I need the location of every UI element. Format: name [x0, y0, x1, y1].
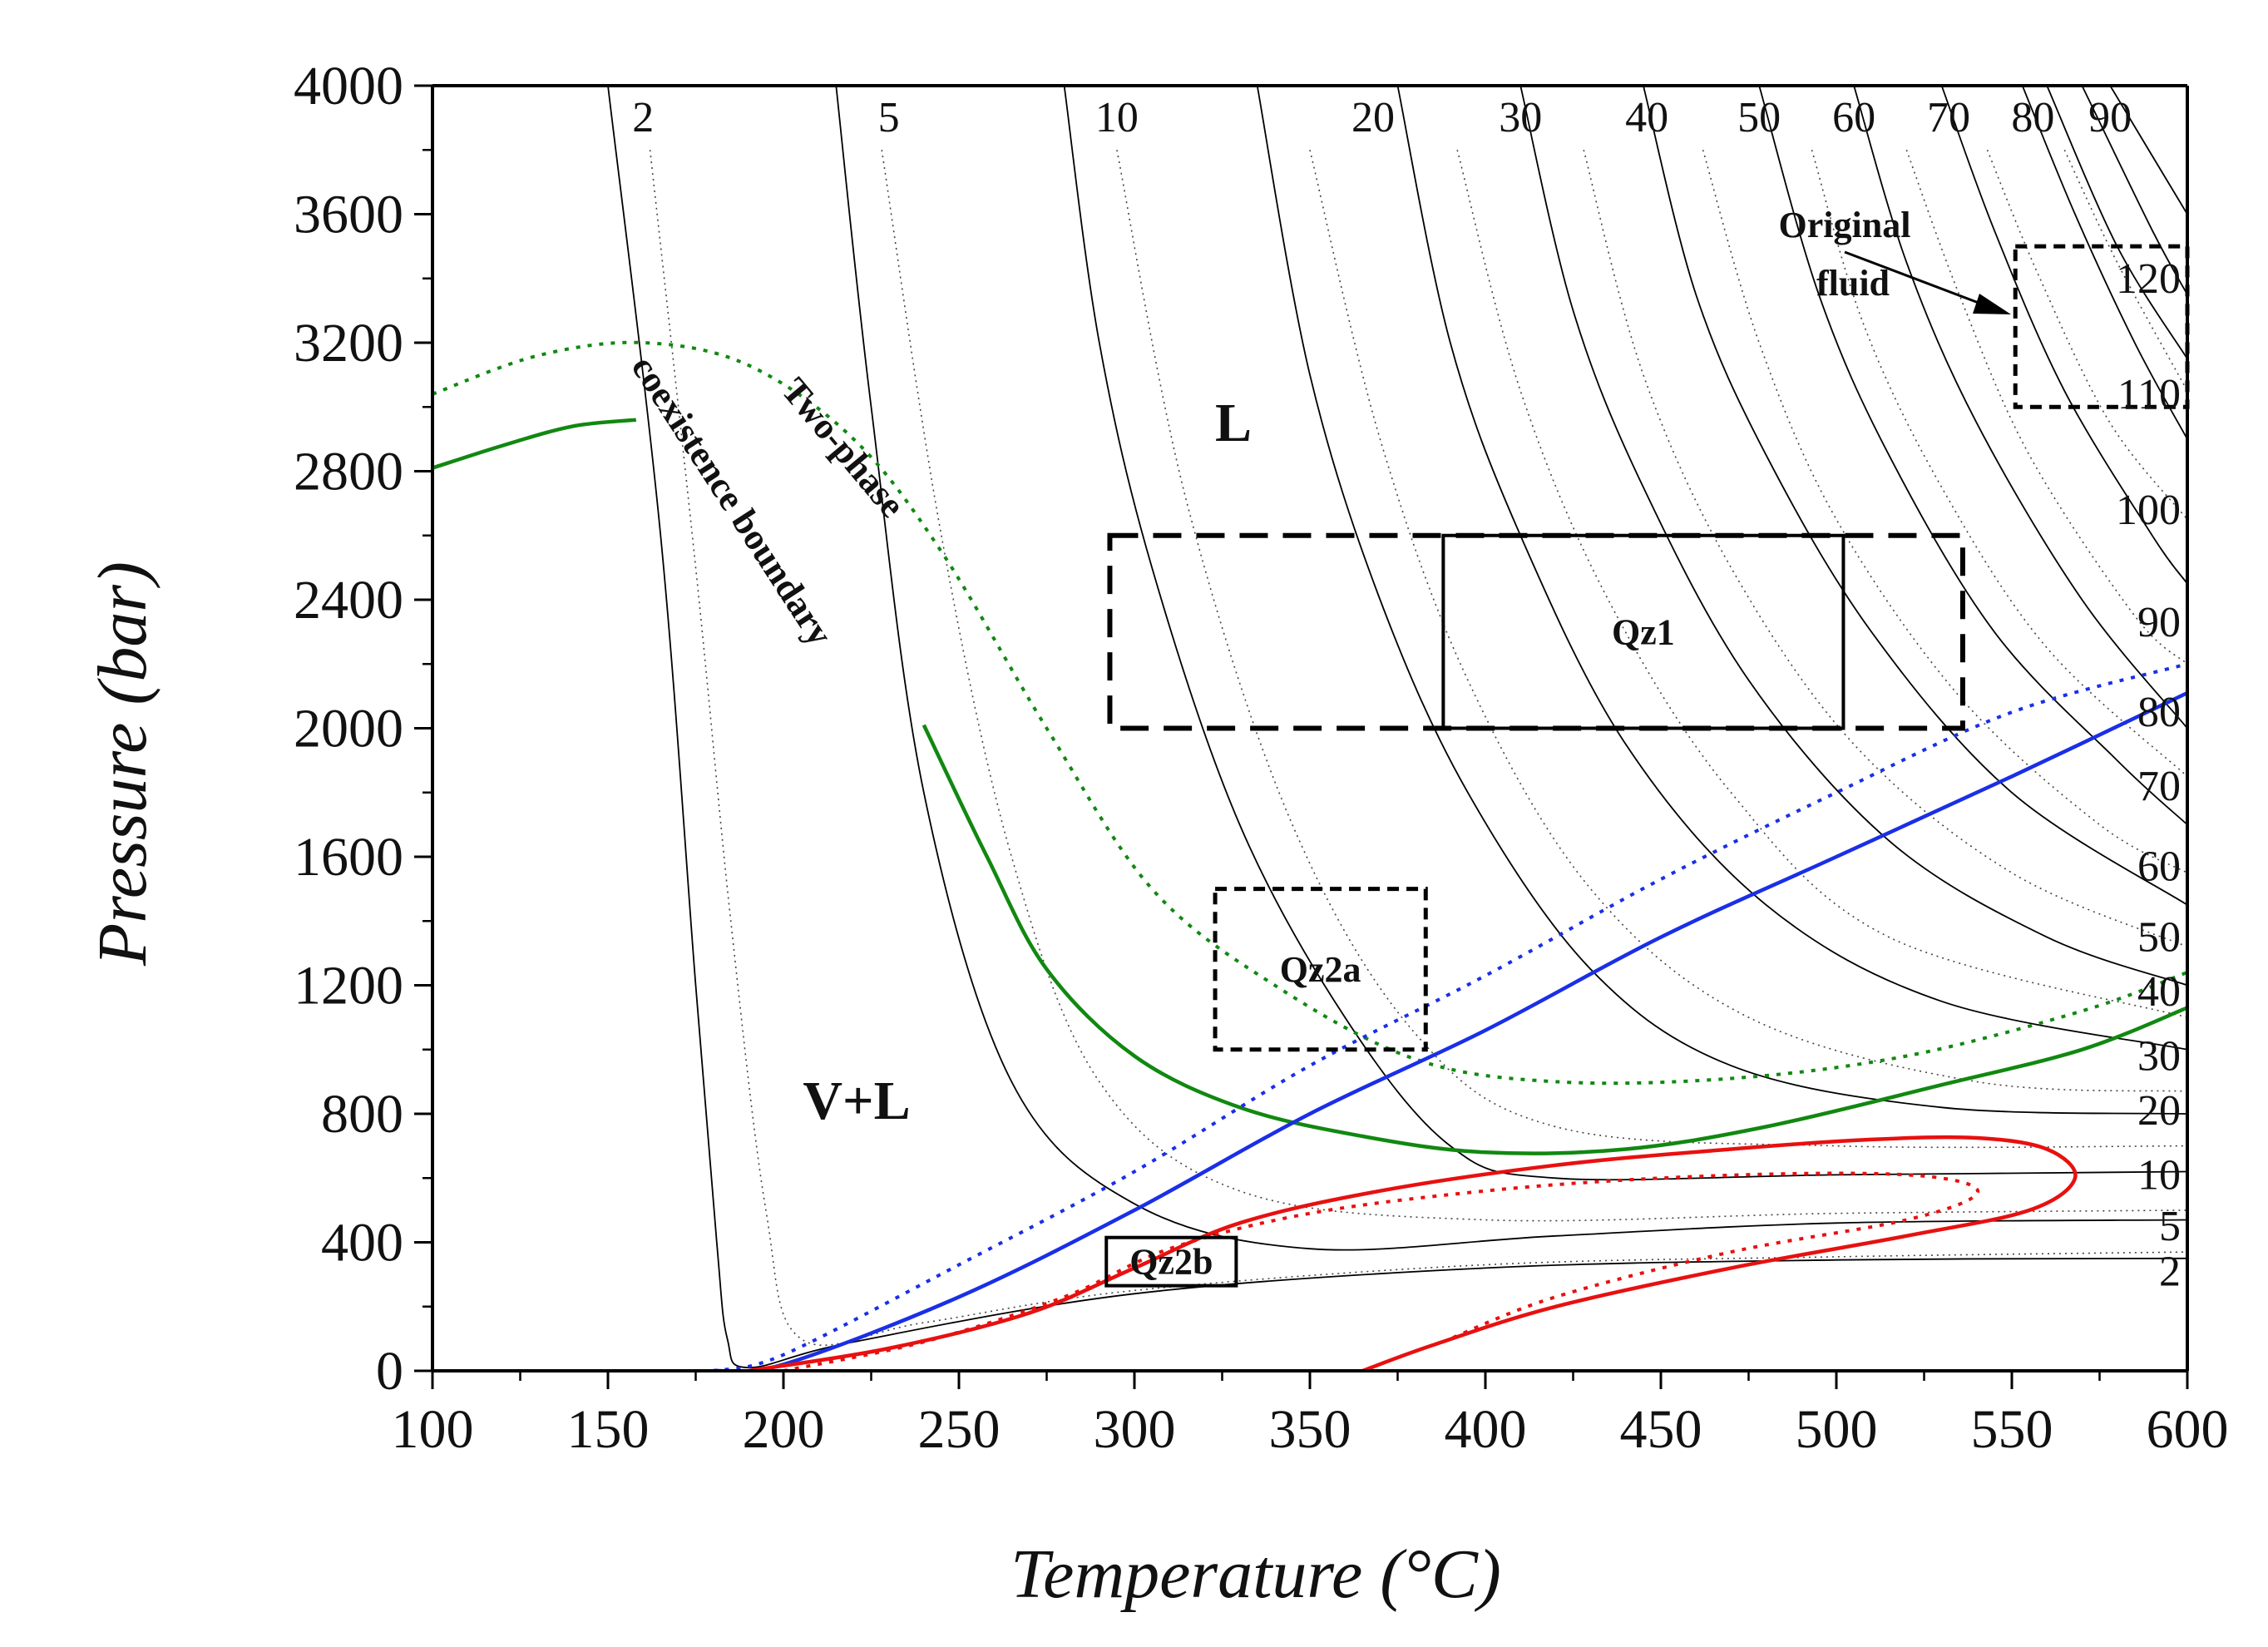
top-isochore-label-70: 70: [1927, 94, 1970, 141]
series-loop-dotted-6: [783, 1171, 1980, 1371]
isochore-upper-1: [2081, 86, 2187, 295]
isochore-30: [1396, 86, 2187, 1051]
y-axis-title: Pressure (bar): [84, 561, 161, 967]
right-isochore-label-20: 20: [2137, 1087, 2181, 1135]
top-isochore-label-50: 50: [1737, 94, 1781, 141]
y-tick-label-1200: 1200: [294, 956, 403, 1016]
right-isochore-label-90: 90: [2137, 599, 2181, 646]
data-series: [432, 340, 2187, 1371]
isochore-upper-2: [2109, 86, 2187, 215]
x-tick-label-400: 400: [1445, 1399, 1527, 1460]
right-isochore-label-50: 50: [2137, 914, 2181, 962]
top-isochore-label-2: 2: [632, 94, 654, 141]
box-dashed-1: [1107, 532, 1965, 731]
y-tick-label-2000: 2000: [294, 699, 403, 759]
dotted-isochores: [649, 149, 2187, 1346]
x-tick-label-150: 150: [567, 1399, 650, 1460]
box-qz2a: [1213, 887, 1428, 1052]
right-isochore-label-60: 60: [2137, 843, 2181, 891]
y-tick-label-0: 0: [376, 1341, 403, 1402]
isochore-5: [835, 86, 2187, 1251]
x-tick-label-200: 200: [743, 1399, 825, 1460]
right-isochore-label-40: 40: [2137, 968, 2181, 1016]
isochore-80: [1940, 86, 2187, 585]
right-isochore-label-100: 100: [2116, 487, 2181, 534]
right-isochore-label-120: 120: [2116, 255, 2181, 303]
top-isochore-label-30: 30: [1499, 94, 1542, 141]
isochore-10: [1063, 86, 2187, 1181]
original-fluid-arrowhead: [1973, 294, 2011, 314]
right-isochore-label-5: 5: [2159, 1203, 2181, 1250]
isochore-90: [2021, 86, 2187, 440]
isochore-dotted-10: [2063, 149, 2187, 392]
isochore-2: [607, 86, 2187, 1369]
x-tick-label-600: 600: [2147, 1399, 2229, 1460]
right-isochore-label-70: 70: [2137, 763, 2181, 810]
isochore-60: [1758, 86, 2187, 826]
right-isochore-label-110: 110: [2117, 371, 2181, 418]
series-two-phase-coexistence-boundary-solid-0: [432, 418, 637, 470]
original-fluid-label-2: fluid: [1816, 263, 1890, 304]
y-tick-label-1600: 1600: [294, 827, 403, 888]
series-two-phase-coexistence-boundary-dotted-2: [432, 340, 2187, 1086]
chart-labels: 100 150 200 250 300 350 400 450 500 550 6000400800…: [294, 56, 2229, 1460]
right-isochore-label-2: 2: [2159, 1248, 2181, 1295]
box-label-qz1: Qz1: [1612, 612, 1675, 653]
isochore-40: [1519, 86, 2187, 987]
top-isochore-label-10: 10: [1095, 94, 1139, 141]
x-tick-label-250: 250: [918, 1399, 1001, 1460]
y-tick-label-2400: 2400: [294, 570, 403, 631]
y-tick-label-800: 800: [321, 1084, 403, 1145]
x-tick-label-100: 100: [392, 1399, 474, 1460]
original-fluid-label-1: Original: [1779, 205, 1911, 245]
isochore-dotted-3: [1309, 150, 2187, 1092]
series-isotherm-solid-3: [713, 690, 2187, 1371]
isochore-dotted-6: [1702, 150, 2187, 874]
x-tick-label-550: 550: [1971, 1399, 2053, 1460]
x-tick-label-500: 500: [1796, 1399, 1878, 1460]
isochore-70: [1853, 86, 2187, 730]
isochore-dotted-2: [1116, 150, 2187, 1149]
box-label-qz2a: Qz2a: [1280, 949, 1361, 990]
top-isochore-label-80: 80: [2011, 94, 2054, 141]
isochore-dotted-0: [649, 150, 2187, 1346]
series-isotherm-dotted-4: [713, 662, 2187, 1371]
x-tick-label-300: 300: [1094, 1399, 1176, 1460]
top-isochore-label-40: 40: [1625, 94, 1668, 141]
y-tick-label-4000: 4000: [294, 56, 403, 116]
y-tick-label-2800: 2800: [294, 442, 403, 502]
solid-isochores: [607, 86, 2187, 1369]
sample-boxes: Qz1 Qz2a Qz2b: [1104, 244, 2190, 1288]
isochore-dotted-1: [881, 150, 2187, 1222]
isochore-dotted-5: [1583, 150, 2187, 947]
plot-axes: [414, 84, 2189, 1389]
isochore-50: [1643, 86, 2187, 906]
y-tick-label-400: 400: [321, 1213, 403, 1274]
x-tick-label-450: 450: [1620, 1399, 1702, 1460]
x-axis-title: Temperature (°C): [1010, 1536, 1501, 1613]
top-isochore-label-20: 20: [1351, 94, 1395, 141]
box-label-qz2b: Qz2b: [1129, 1242, 1213, 1283]
right-isochore-label-80: 80: [2137, 689, 2181, 736]
series-two-phase-coexistence-boundary-solid-lower-1: [922, 724, 2187, 1155]
top-isochore-label-60: 60: [1832, 94, 1875, 141]
top-isochore-label-5: 5: [878, 94, 900, 141]
region-label-liquid: L: [1215, 393, 1252, 453]
y-tick-label-3200: 3200: [294, 313, 403, 373]
y-tick-label-3600: 3600: [294, 185, 403, 245]
original-fluid-arrow: [1844, 250, 1997, 311]
box-qz2b: [1104, 1235, 1238, 1288]
right-isochore-label-30: 30: [2137, 1032, 2181, 1080]
isochore-20: [1256, 86, 2187, 1115]
region-label-vapor-liquid: V+L: [803, 1071, 910, 1131]
boundary-label-two-phase: Two-phase: [773, 370, 912, 525]
top-isochore-label-90: 90: [2088, 94, 2132, 141]
x-tick-label-350: 350: [1269, 1399, 1351, 1460]
right-isochore-label-10: 10: [2137, 1151, 2181, 1199]
